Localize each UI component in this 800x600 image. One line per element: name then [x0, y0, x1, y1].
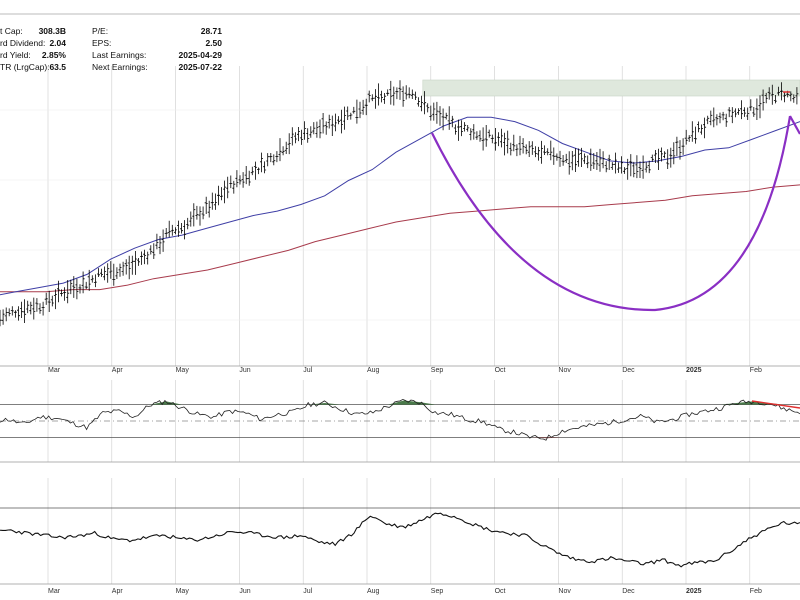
month-label: Apr	[112, 367, 124, 374]
stat-label: Next Earnings:	[92, 62, 148, 72]
month-label: Feb	[750, 588, 762, 595]
month-label: Jul	[303, 367, 312, 374]
overbought-fill	[150, 400, 785, 405]
month-label: Sep	[431, 367, 444, 374]
month-label: Oct	[495, 367, 506, 374]
ma-slow-line	[0, 184, 800, 293]
month-axes: Mar Apr May Jun Jul Aug Sep Oct Nov Dec 2025 Feb Mar…	[48, 367, 762, 595]
divergence-line	[751, 400, 800, 409]
month-label: Jun	[239, 588, 250, 595]
stat-label: t Cap:	[0, 26, 23, 36]
moving-averages	[0, 116, 800, 296]
price-bars	[0, 80, 799, 327]
momentum-panel	[0, 398, 800, 441]
stat-label: rd Dividend:	[0, 38, 46, 48]
stat-value: 2.04	[49, 38, 66, 48]
stat-value: 2.50	[205, 38, 222, 48]
stat-value: 308.3B	[38, 26, 66, 36]
resistance-zone	[422, 79, 800, 97]
ohlc-bars	[0, 80, 799, 327]
month-label: Apr	[112, 588, 124, 595]
month-label: Oct	[495, 588, 506, 595]
relative-strength-panel	[0, 507, 800, 568]
stat-value: 28.71	[200, 26, 222, 36]
month-label: Nov	[558, 367, 571, 374]
month-label: Sep	[431, 588, 444, 595]
stat-label: Last Earnings:	[92, 50, 147, 60]
month-label: 2025	[686, 588, 702, 595]
relative-strength-line	[0, 512, 800, 568]
stat-label: EPS:	[92, 38, 112, 48]
month-label: Dec	[622, 588, 635, 595]
stat-label: TR (LrgCap):	[0, 62, 50, 72]
oversold-fill	[530, 437, 563, 439]
month-label: Jun	[239, 367, 250, 374]
stat-value: 63.5	[49, 62, 66, 72]
month-label: 2025	[686, 367, 702, 374]
cup-curve	[431, 115, 792, 312]
resistance-band	[422, 79, 800, 97]
stat-label: P/E:	[92, 26, 109, 36]
month-label: Aug	[367, 367, 380, 374]
cup-handle	[789, 115, 800, 135]
stat-label: rd Yield:	[0, 50, 31, 60]
month-label: May	[176, 588, 190, 595]
month-label: Jul	[303, 588, 312, 595]
stat-value: 2025-04-29	[178, 50, 222, 60]
oscillator-line	[0, 398, 800, 441]
month-label: May	[176, 367, 190, 374]
ma-fast-line	[0, 116, 800, 296]
cup-pattern	[431, 91, 800, 312]
month-label: Mar	[48, 367, 61, 374]
stat-value: 2.85%	[41, 50, 66, 60]
month-label: Feb	[750, 367, 762, 374]
month-label: Aug	[367, 588, 380, 595]
stat-value: 2025-07-22	[178, 62, 222, 72]
month-label: Mar	[48, 588, 61, 595]
month-label: Nov	[558, 588, 571, 595]
month-label: Dec	[622, 367, 635, 374]
